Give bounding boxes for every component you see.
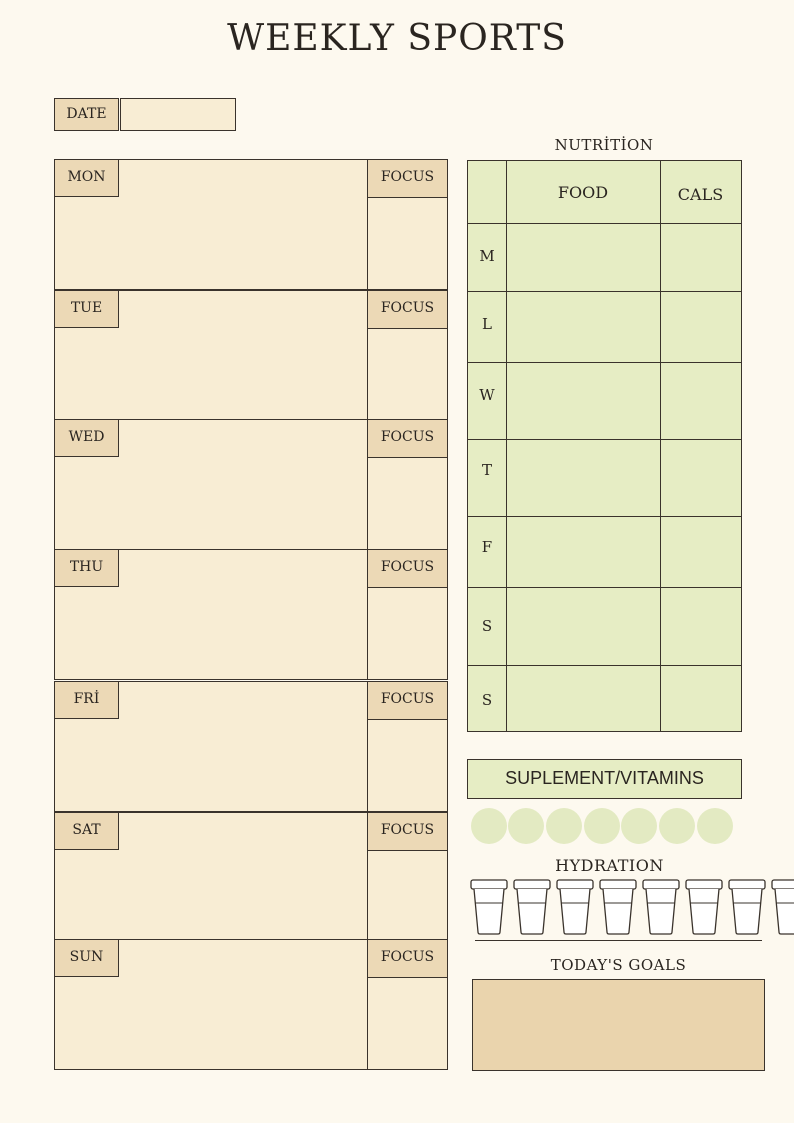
supplement-checkbox[interactable]	[584, 808, 620, 844]
nutrition-row-label: T	[468, 439, 507, 517]
food-cell[interactable]	[506, 291, 661, 363]
nutrition-table: FOOD CALS M L W T F S S	[467, 160, 742, 732]
date-label: DATE	[54, 98, 119, 131]
supplement-checkbox[interactable]	[546, 808, 582, 844]
date-field[interactable]	[120, 98, 236, 131]
supplements-header: SUPLEMENT/VITAMINS	[467, 759, 742, 799]
divider	[475, 940, 762, 941]
cals-cell[interactable]	[660, 223, 741, 292]
goals-title: TODAY'S GOALS	[550, 956, 687, 974]
water-glass-icon[interactable]	[599, 879, 637, 935]
water-glass-icon[interactable]	[556, 879, 594, 935]
focus-label-mon: FOCUS	[367, 159, 448, 198]
focus-label-sun: FOCUS	[367, 939, 448, 978]
day-label-thu: THU	[54, 549, 119, 587]
food-cell[interactable]	[506, 516, 661, 588]
cals-cell[interactable]	[660, 587, 741, 666]
water-glass-icon[interactable]	[513, 879, 551, 935]
focus-label-tue: FOCUS	[367, 290, 448, 329]
day-label-tue: TUE	[54, 290, 119, 328]
cals-cell[interactable]	[660, 665, 741, 731]
focus-label-thu: FOCUS	[367, 549, 448, 588]
focus-label-fri: FOCUS	[367, 681, 448, 720]
cals-cell[interactable]	[660, 362, 741, 440]
water-glass-icon[interactable]	[685, 879, 723, 935]
water-glass-icon[interactable]	[728, 879, 766, 935]
page-title: WEEKLY SPORTS	[227, 18, 567, 59]
cals-header: CALS	[660, 161, 741, 224]
supplement-checkbox[interactable]	[621, 808, 657, 844]
cals-cell[interactable]	[660, 291, 741, 363]
food-cell[interactable]	[506, 362, 661, 440]
water-glass-icon[interactable]	[470, 879, 508, 935]
nutrition-title: NUTRİTİON	[554, 136, 654, 154]
nutrition-row-label: M	[468, 223, 507, 292]
nutrition-row-label: W	[468, 362, 507, 440]
day-label-mon: MON	[54, 159, 119, 197]
food-cell[interactable]	[506, 587, 661, 666]
day-label-fri: FRİ	[54, 681, 119, 719]
goals-box[interactable]	[472, 979, 765, 1071]
nutrition-row-label: F	[468, 516, 507, 588]
focus-label-wed: FOCUS	[367, 419, 448, 458]
supplement-checkbox[interactable]	[659, 808, 695, 844]
food-header: FOOD	[506, 161, 661, 224]
nutrition-row-label: S	[468, 665, 507, 731]
food-cell[interactable]	[506, 665, 661, 731]
food-cell[interactable]	[506, 439, 661, 517]
day-label-wed: WED	[54, 419, 119, 457]
hydration-title: HYDRATION	[555, 856, 664, 875]
nutrition-corner-cell	[468, 161, 507, 224]
nutrition-row-label: L	[468, 291, 507, 363]
day-label-sun: SUN	[54, 939, 119, 977]
day-label-sat: SAT	[54, 812, 119, 850]
supplement-checkbox[interactable]	[697, 808, 733, 844]
water-glass-icon[interactable]	[642, 879, 680, 935]
nutrition-row-label: S	[468, 587, 507, 666]
water-glass-icon[interactable]	[771, 879, 794, 935]
supplement-checkbox[interactable]	[471, 808, 507, 844]
cals-cell[interactable]	[660, 439, 741, 517]
food-cell[interactable]	[506, 223, 661, 292]
cals-cell[interactable]	[660, 516, 741, 588]
focus-label-sat: FOCUS	[367, 812, 448, 851]
supplement-checkbox[interactable]	[508, 808, 544, 844]
